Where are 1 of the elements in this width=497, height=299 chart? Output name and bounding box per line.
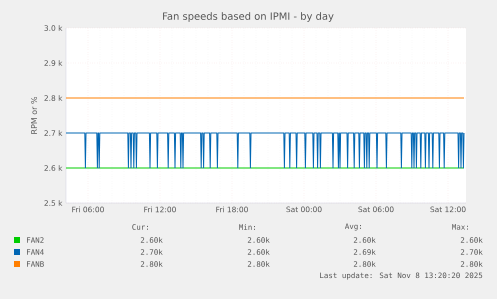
chart-title: Fan speeds based on IPMI - by day (163, 12, 334, 22)
